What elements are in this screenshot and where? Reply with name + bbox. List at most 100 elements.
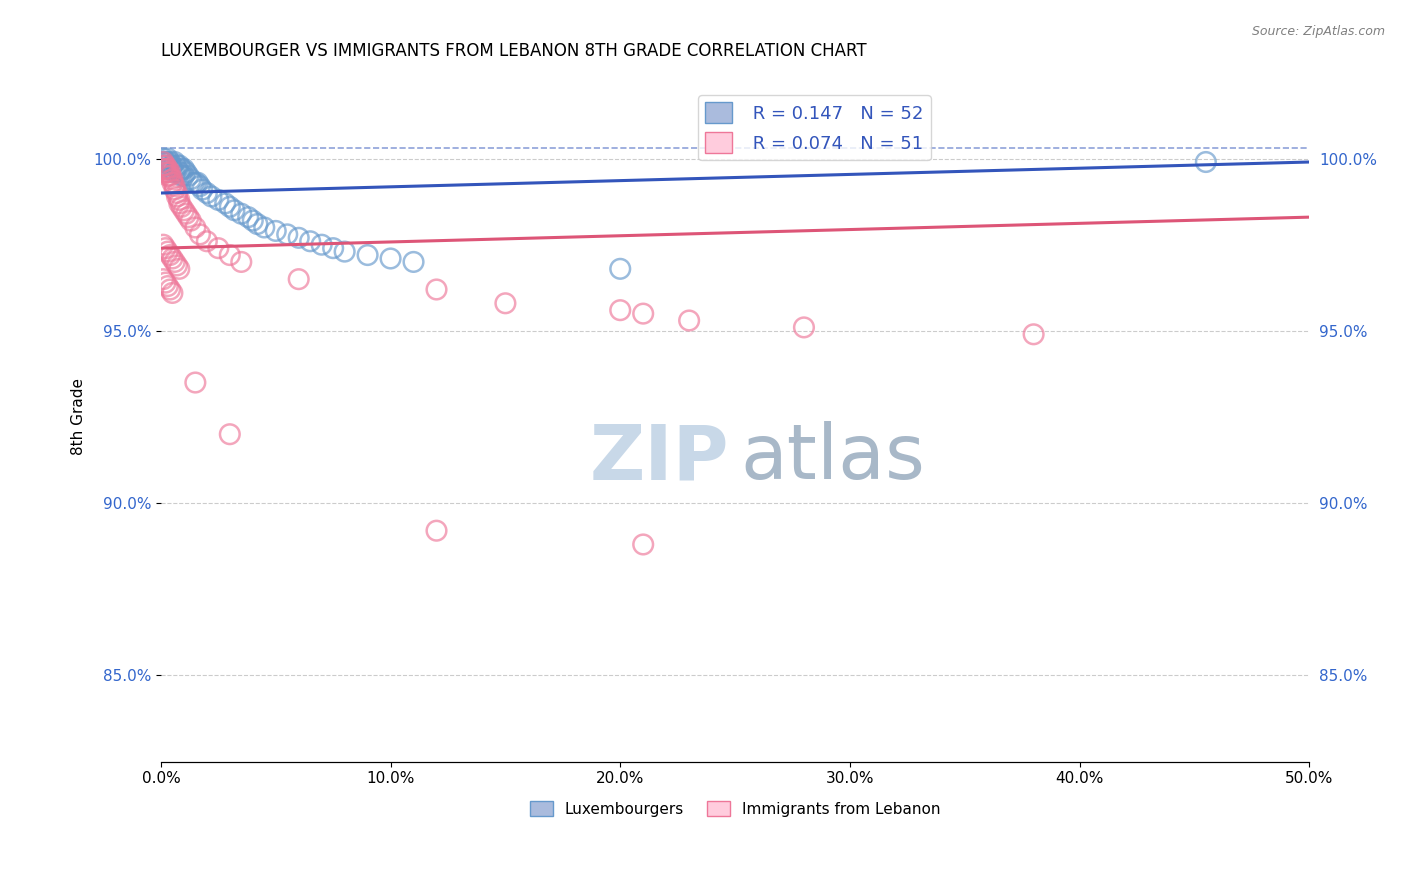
Point (169, 261, 191, 276)
Point (166, 186, 188, 200)
Point (494, 296, 516, 310)
Text: ZIP: ZIP (591, 421, 730, 495)
Point (159, 283, 181, 297)
Point (253, 220, 276, 235)
Point (276, 227, 298, 242)
Point (793, 320, 815, 334)
Point (207, 193, 229, 207)
Point (162, 176, 184, 190)
Point (152, 161, 174, 176)
Point (174, 207, 197, 221)
Point (155, 158, 177, 172)
Point (152, 155, 174, 169)
Point (162, 252, 184, 266)
Point (155, 161, 177, 176)
Point (156, 169, 179, 183)
Point (156, 244, 179, 259)
Point (159, 165, 181, 179)
Point (1195, 155, 1218, 169)
Point (609, 303, 631, 318)
Point (152, 237, 174, 252)
Point (173, 203, 195, 218)
Point (311, 237, 333, 252)
Point (287, 231, 309, 245)
Point (163, 179, 186, 194)
Point (155, 276, 177, 290)
Point (155, 155, 177, 169)
Point (159, 169, 181, 183)
Point (169, 165, 191, 179)
Point (1022, 327, 1045, 342)
Point (162, 285, 184, 300)
Point (155, 158, 177, 172)
Point (184, 376, 207, 390)
Point (152, 152, 174, 166)
Point (187, 176, 209, 190)
Point (152, 272, 174, 286)
Point (242, 213, 264, 227)
Point (195, 234, 218, 248)
Point (191, 183, 214, 197)
Point (155, 165, 177, 179)
Point (166, 259, 188, 273)
Point (162, 161, 184, 176)
Point (218, 200, 240, 214)
Point (322, 241, 344, 255)
Point (174, 165, 197, 179)
Point (402, 255, 425, 269)
Point (231, 207, 253, 221)
Point (333, 244, 356, 259)
Point (356, 248, 378, 262)
Point (152, 158, 174, 172)
Point (264, 224, 287, 238)
Point (170, 169, 193, 183)
Point (231, 255, 253, 269)
Point (631, 537, 654, 551)
Point (287, 272, 309, 286)
Point (214, 196, 236, 211)
Point (299, 234, 322, 248)
Point (166, 189, 188, 203)
Point (156, 161, 179, 176)
Point (180, 172, 202, 186)
Point (173, 169, 195, 183)
Point (156, 165, 179, 179)
Point (159, 158, 181, 172)
Point (156, 155, 179, 169)
Point (184, 220, 207, 235)
Point (169, 196, 191, 211)
Point (166, 158, 188, 172)
Text: atlas: atlas (741, 421, 925, 495)
Point (169, 158, 191, 172)
Point (162, 158, 184, 172)
Point (177, 169, 200, 183)
Point (181, 176, 204, 190)
Point (156, 152, 179, 166)
Point (200, 189, 222, 203)
Point (207, 241, 229, 255)
Point (156, 161, 179, 176)
Point (173, 161, 195, 176)
Point (163, 183, 186, 197)
Point (159, 155, 181, 169)
Text: Source: ZipAtlas.com: Source: ZipAtlas.com (1251, 25, 1385, 38)
Point (177, 210, 200, 224)
Y-axis label: 8th Grade: 8th Grade (72, 378, 86, 456)
Text: LUXEMBOURGER VS IMMIGRANTS FROM LEBANON 8TH GRADE CORRELATION CHART: LUXEMBOURGER VS IMMIGRANTS FROM LEBANON … (160, 42, 866, 60)
Point (170, 161, 193, 176)
Point (425, 283, 447, 297)
Point (380, 252, 402, 266)
Point (163, 255, 186, 269)
Point (163, 165, 186, 179)
Point (180, 213, 202, 227)
Point (155, 241, 177, 255)
Point (195, 186, 218, 200)
Point (169, 193, 191, 207)
Point (238, 210, 260, 224)
Point (162, 172, 184, 186)
Point (609, 261, 631, 276)
Point (631, 307, 654, 321)
Point (224, 203, 246, 218)
Point (159, 248, 181, 262)
Point (218, 427, 240, 442)
